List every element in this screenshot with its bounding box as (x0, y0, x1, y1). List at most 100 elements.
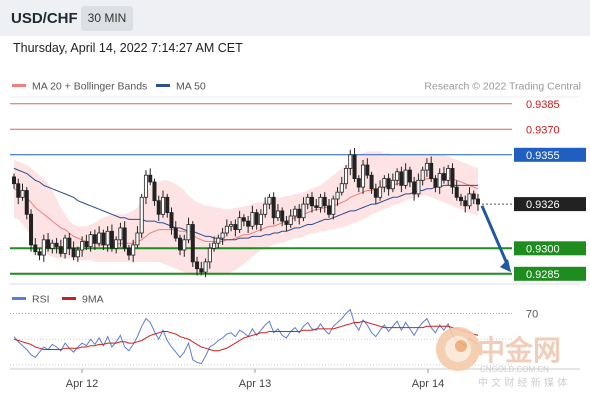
candle (348, 149, 353, 176)
candle (212, 236, 217, 252)
rsi-legend-label: RSI (32, 294, 50, 306)
candle (131, 239, 136, 262)
candle-body (20, 190, 25, 198)
candle (382, 175, 387, 193)
watermark-tagline: 中 文 财 经 新 媒 体 (478, 376, 567, 389)
candle (241, 214, 246, 227)
candle-body (467, 193, 472, 207)
candle-body (229, 224, 234, 227)
candle (58, 239, 63, 257)
ma20-legend-label: MA 20 + Bollinger Bands (32, 81, 147, 93)
candle (463, 195, 468, 213)
timeframe-button[interactable]: 30 MIN (81, 6, 133, 31)
candle-body (314, 205, 319, 208)
candle-body (207, 247, 212, 263)
candle (67, 233, 72, 256)
candle (407, 166, 412, 188)
candle-body (37, 251, 42, 256)
candle (156, 195, 161, 222)
candle-body (382, 178, 387, 188)
candle (203, 258, 208, 278)
candle (467, 187, 472, 210)
level-label-0-9300: 0.9300 (526, 243, 560, 255)
time-label-apr-12: Apr 12 (66, 378, 98, 390)
candle (41, 234, 46, 262)
candle (433, 175, 438, 193)
candle-body (11, 176, 16, 185)
candle (339, 176, 344, 196)
candle (54, 238, 59, 254)
candle-body (246, 220, 251, 227)
candle (246, 216, 251, 233)
candle (139, 193, 144, 239)
level-label-0-9326: 0.9326 (526, 199, 560, 211)
candle-body (475, 198, 480, 205)
candle-body (280, 210, 285, 222)
price-levels (10, 103, 514, 275)
candle (148, 168, 153, 186)
candle-body (407, 169, 412, 183)
candle-body (190, 224, 195, 263)
candle (450, 163, 455, 194)
candle (275, 204, 280, 222)
candle (165, 193, 170, 218)
candle (446, 165, 451, 186)
level-tag-0-9285 (514, 266, 586, 281)
candle-body (195, 261, 200, 270)
candle (305, 193, 310, 210)
candle (280, 207, 285, 227)
candle-body (327, 205, 332, 215)
candle-body (50, 242, 55, 249)
candle (101, 229, 106, 250)
candle (365, 158, 370, 179)
candle-body (331, 198, 336, 215)
candle (50, 239, 55, 254)
candle-body (118, 227, 123, 241)
candle (403, 163, 408, 189)
candle (352, 148, 357, 182)
ma50-legend-label: MA 50 (176, 81, 206, 93)
price-level-labels: 0.9385 0.9370 0.9355 0.9326 0.9300 0.9285 (514, 99, 586, 281)
candle-body (250, 212, 255, 227)
candle (11, 173, 16, 189)
candle-body (365, 164, 370, 176)
candle (84, 234, 89, 250)
rsi-legend-swatch (12, 297, 26, 300)
candle-body (63, 237, 68, 254)
research-credit: Research © 2022 Trading Central (424, 81, 581, 93)
candle-body (458, 196, 463, 202)
candle-body (80, 241, 85, 251)
candle (169, 207, 174, 235)
candle (88, 231, 93, 252)
candle-body (178, 237, 183, 251)
candle-body (390, 179, 395, 190)
candle (190, 221, 195, 267)
candle (224, 219, 229, 237)
candle-body (305, 196, 310, 205)
candle (356, 175, 361, 193)
candle (63, 234, 68, 259)
candle (75, 246, 80, 262)
rsi-ma-legend-label: 9MA (82, 294, 104, 306)
candle (420, 166, 425, 186)
candle (186, 217, 191, 244)
candle-body (109, 230, 114, 249)
candle-body (399, 171, 404, 186)
candle-body (403, 169, 408, 186)
candle (284, 216, 289, 232)
candle (80, 236, 85, 257)
candle (361, 159, 366, 194)
candle-body (88, 234, 93, 247)
candle-body (156, 200, 161, 215)
candle (318, 193, 323, 213)
forecast-arrow-shaft (480, 205, 510, 267)
candle (258, 209, 263, 232)
candle-body (318, 196, 323, 208)
candle-body (169, 212, 174, 229)
candle-body (301, 203, 306, 219)
candle-body (173, 227, 178, 239)
candle-body (54, 242, 59, 247)
candle (92, 229, 97, 250)
candle-body (437, 173, 442, 188)
